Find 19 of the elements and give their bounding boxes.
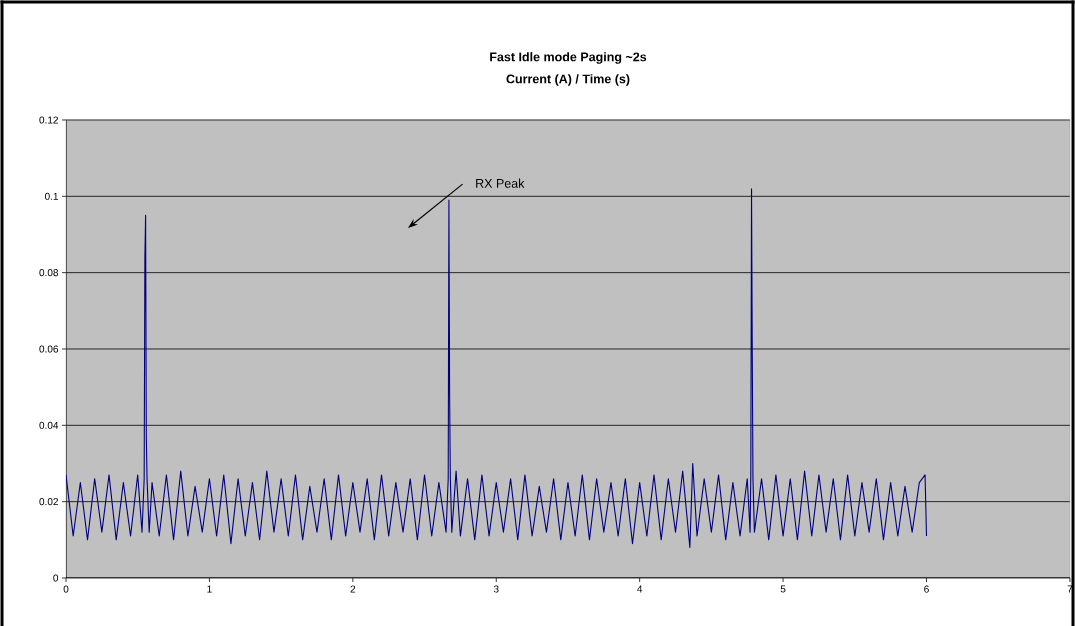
x-tick-label: 1 xyxy=(207,585,212,593)
annotation: RX Peak xyxy=(476,178,525,188)
x-tick-label: 0 xyxy=(63,585,69,593)
y-tick-label: 0 xyxy=(53,574,59,582)
y-tick-label: 0.04 xyxy=(39,421,59,429)
x-tick-label: 5 xyxy=(780,585,786,593)
y-tick-label: 0.08 xyxy=(39,269,59,277)
y-tick-label: 0.06 xyxy=(39,345,59,353)
chart-subtitle: Current (A) / Time (s) xyxy=(506,74,630,86)
y-tick-label: 0.12 xyxy=(39,116,58,124)
y-tick-label: 0.02 xyxy=(39,498,58,506)
x-tick-label: 4 xyxy=(637,585,643,593)
x-tick-label: 6 xyxy=(924,585,929,593)
x-tick-label: 7 xyxy=(1067,585,1073,593)
x-tick-label: 3 xyxy=(493,585,499,593)
line-series xyxy=(66,188,928,548)
x-tick-label: 2 xyxy=(350,585,356,593)
chart-title: Fast Idle mode Paging ~2s xyxy=(490,52,647,64)
y-tick-label: 0.1 xyxy=(44,192,58,200)
